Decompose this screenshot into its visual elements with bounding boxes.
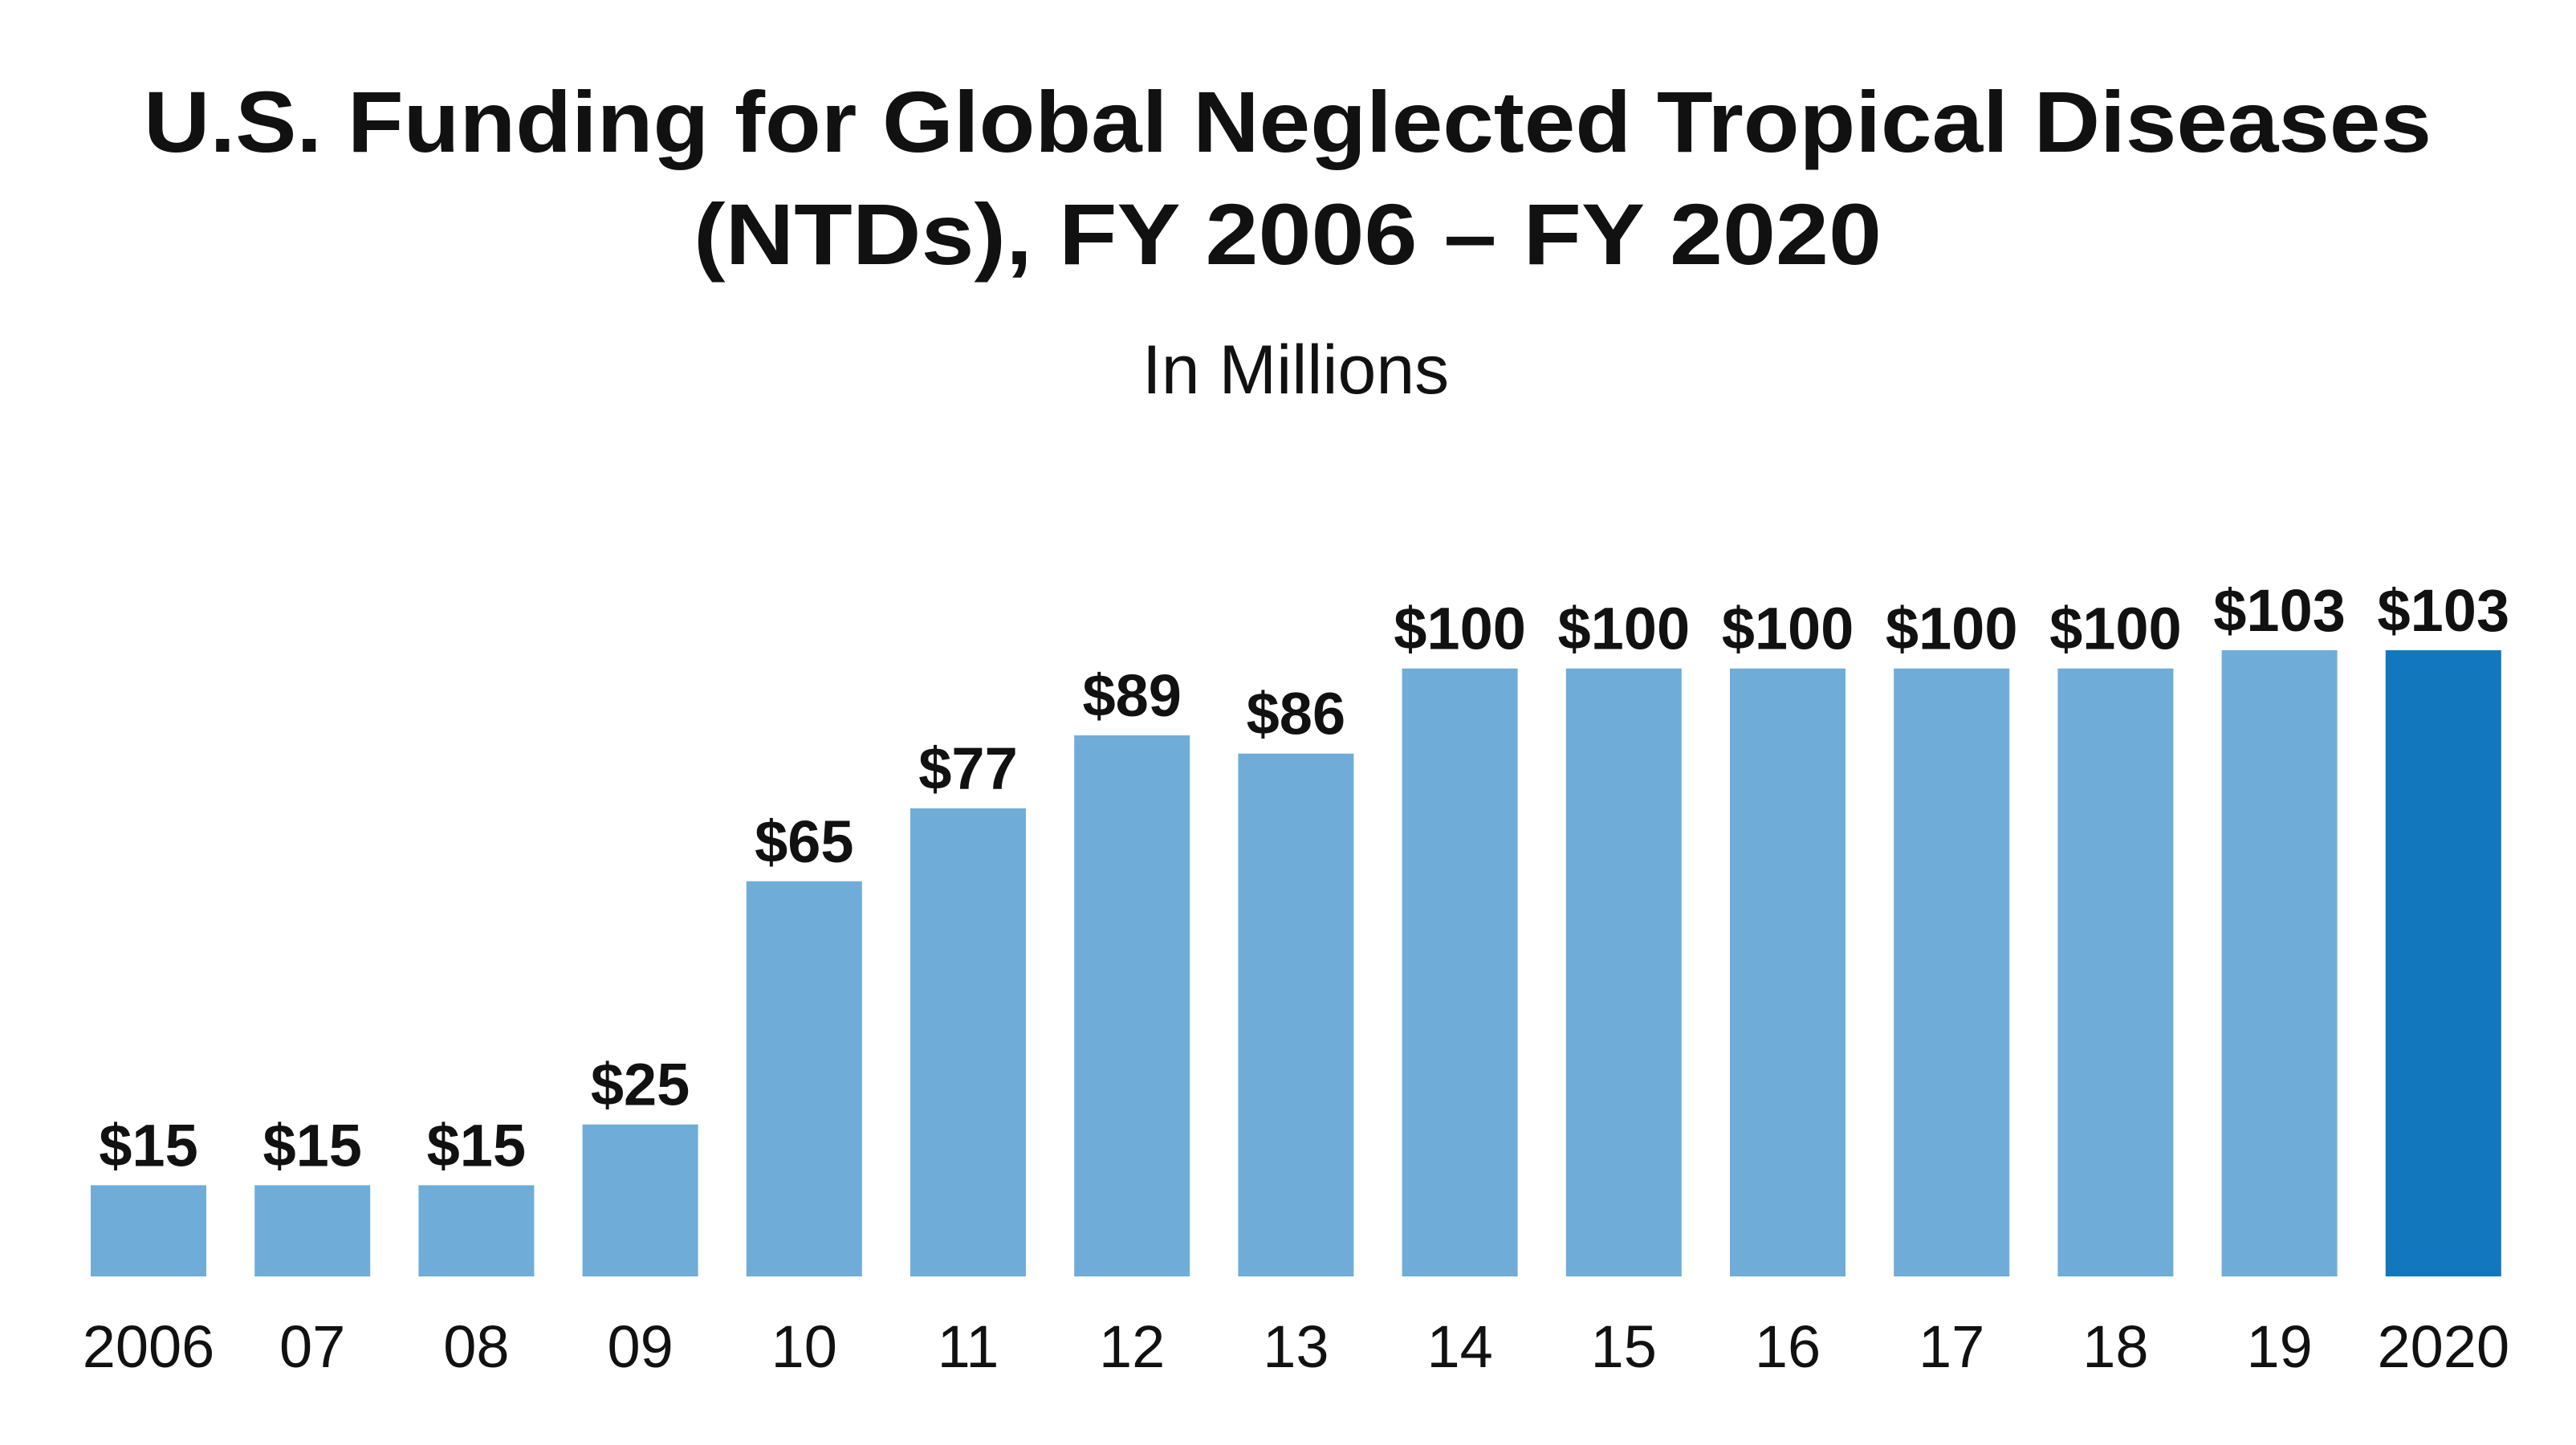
bar bbox=[746, 881, 862, 1276]
value-label: $86 bbox=[1247, 681, 1345, 747]
x-tick-label: 07 bbox=[279, 1313, 345, 1380]
x-tick-label: 18 bbox=[2082, 1313, 2148, 1380]
x-tick-label: 13 bbox=[1263, 1313, 1329, 1380]
value-label: $100 bbox=[1722, 596, 1854, 662]
value-label: $15 bbox=[427, 1112, 526, 1178]
x-tick-label: 15 bbox=[1591, 1313, 1657, 1380]
x-tick-label: 2020 bbox=[2377, 1313, 2509, 1380]
chart-title: (NTDs), FY 2006 – FY 2020 bbox=[694, 185, 1882, 283]
bar bbox=[1730, 668, 1846, 1276]
value-label: $15 bbox=[262, 1112, 361, 1178]
x-tick-label: 10 bbox=[771, 1313, 837, 1380]
value-label: $89 bbox=[1082, 662, 1181, 729]
value-label: $103 bbox=[2213, 577, 2346, 644]
x-tick-label: 2006 bbox=[83, 1313, 215, 1380]
value-label: $100 bbox=[2049, 596, 2182, 662]
bar bbox=[582, 1124, 698, 1276]
chart-title: U.S. Funding for Global Neglected Tropic… bbox=[144, 73, 2432, 170]
value-label: $100 bbox=[1394, 596, 1526, 662]
x-tick-label: 16 bbox=[1755, 1313, 1821, 1380]
x-tick-label: 12 bbox=[1099, 1313, 1165, 1380]
bar bbox=[2057, 668, 2174, 1276]
x-tick-label: 19 bbox=[2246, 1313, 2312, 1380]
value-label: $100 bbox=[1557, 596, 1690, 662]
bar bbox=[910, 808, 1026, 1276]
bar bbox=[1074, 735, 1190, 1276]
bar bbox=[2221, 650, 2338, 1276]
value-label: $103 bbox=[2377, 577, 2509, 644]
x-tick-label: 08 bbox=[443, 1313, 509, 1380]
bar bbox=[254, 1185, 371, 1276]
value-label: $15 bbox=[99, 1112, 197, 1178]
chart-subtitle: In Millions bbox=[1142, 332, 1449, 409]
value-label: $100 bbox=[1886, 596, 2018, 662]
x-tick-label: 09 bbox=[607, 1313, 673, 1380]
x-tick-label: 11 bbox=[938, 1313, 999, 1380]
bar bbox=[1565, 668, 1682, 1276]
bar bbox=[91, 1185, 206, 1276]
x-tick-label: 17 bbox=[1919, 1313, 1984, 1380]
bar bbox=[1238, 753, 1354, 1276]
bar bbox=[1894, 668, 2010, 1276]
bar bbox=[418, 1185, 535, 1276]
bar bbox=[2385, 650, 2501, 1276]
value-label: $25 bbox=[591, 1052, 690, 1118]
value-label: $65 bbox=[755, 808, 853, 875]
value-label: $77 bbox=[918, 735, 1017, 802]
bar bbox=[1402, 668, 1518, 1276]
x-tick-label: 14 bbox=[1426, 1313, 1492, 1380]
